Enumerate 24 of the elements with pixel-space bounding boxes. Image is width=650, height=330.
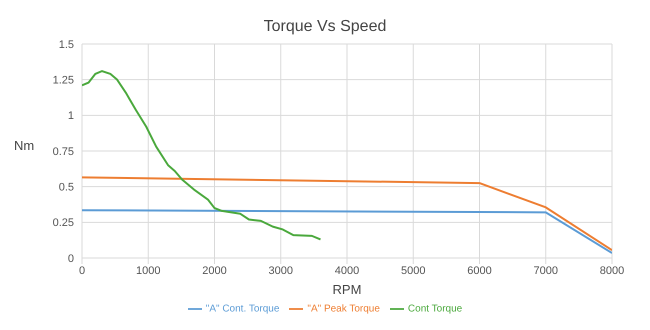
- x-tick-label: 5000: [401, 264, 426, 277]
- y-tick-label: 0: [68, 252, 74, 265]
- line-series: [82, 176, 612, 252]
- y-tick-label: 0.75: [52, 146, 74, 158]
- y-tick-label: 1.25: [52, 74, 74, 87]
- legend-label: "A" Peak Torque: [307, 304, 380, 315]
- x-tick-label: 1000: [136, 264, 160, 277]
- chart-title: Torque Vs Speed: [262, 17, 388, 36]
- x-tick-label: 8000: [600, 264, 624, 277]
- x-axis-title: RPM: [332, 282, 362, 297]
- y-tick-label: 0.5: [58, 182, 74, 194]
- line-series: [82, 70, 322, 240]
- x-tick-label: 0: [78, 264, 86, 277]
- legend-label: Cont Torque: [408, 304, 462, 315]
- y-axis-title: Nm: [14, 138, 34, 153]
- x-tick-label: 3000: [268, 264, 293, 277]
- x-tick-label: 7000: [534, 264, 558, 277]
- x-tick-label: 6000: [467, 264, 492, 277]
- y-tick-label: 1.5: [58, 38, 74, 51]
- y-tick-label: 1: [68, 110, 74, 122]
- x-tick-label: 4000: [334, 264, 360, 277]
- x-tick-label: 2000: [202, 264, 227, 277]
- y-tick-label: 0.25: [52, 217, 74, 230]
- legend-label: "A" Cont. Torque: [206, 304, 280, 315]
